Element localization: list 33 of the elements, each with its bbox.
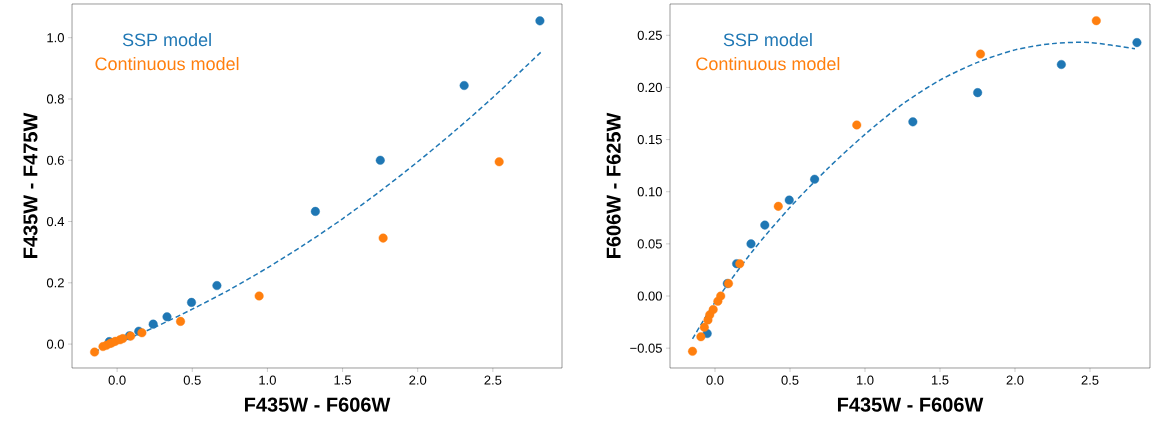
x-tick-label: 2.5 [1081,375,1099,385]
text: SSP model [723,33,812,47]
y-axis-title: F435W - F475W [23,112,38,259]
y-tick-label: 0.25 [637,30,662,40]
text: SSP model [122,33,211,47]
text: Continuous model [95,57,239,71]
x-tick-label: 1.0 [259,375,276,385]
y-tick-label: 0.8 [46,94,64,104]
y-tick-label: 0.0 [46,339,64,349]
y-tick-label: 0.2 [46,278,64,288]
y-tick-label: 0.6 [46,155,64,165]
x-tick-label: 2.5 [484,375,502,385]
y-tick-label: 1.0 [47,33,64,43]
y-axis-title: F606W - F625W [606,112,621,259]
y-tick-label: 0.00 [637,291,662,301]
y-tick-label: 0.15 [637,134,662,145]
x-tick-label: 2.0 [1006,375,1024,385]
x-tick-label: 0.0 [108,375,126,385]
x-tick-label: 1.5 [931,375,949,385]
x-tick-label: 0.5 [183,375,201,385]
y-tick-label: 0.05 [637,239,662,249]
x-axis-title: F435W - F606W [245,397,391,412]
y-tick-label: −0.05 [630,343,662,353]
x-tick-label: 0.0 [706,375,724,385]
x-axis-title: F435W - F606W [837,397,984,412]
x-tick-label: 0.5 [781,375,799,385]
y-tick-label: 0.10 [637,187,662,197]
x-tick-label: 2.0 [409,375,427,385]
y-tick-label: 0.4 [46,216,65,227]
y-tick-label: 0.20 [637,82,662,93]
x-tick-label: 1.0 [856,375,874,385]
x-tick-label: 1.5 [334,375,352,385]
text: Continuous model [696,57,840,71]
